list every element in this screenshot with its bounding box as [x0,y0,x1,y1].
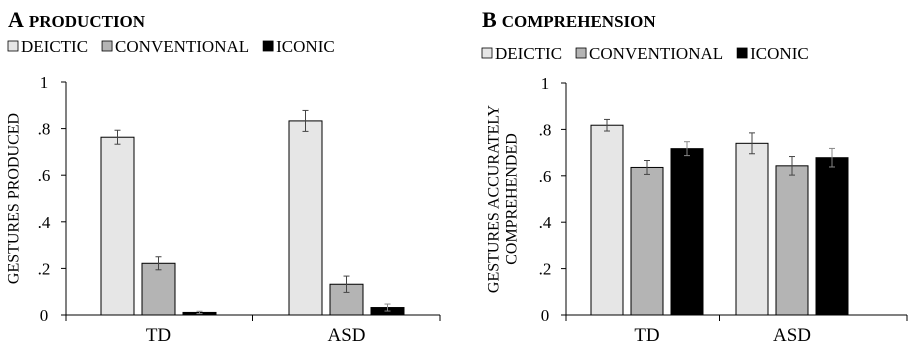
legend-label-iconic: ICONIC [276,37,335,56]
bar-conventional-td [630,166,664,316]
bar-conventional-asd [775,165,809,316]
panel-comprehension: B COMPREHENSION DEICTIC CONVENTIONAL ICONIC 0… [481,7,908,346]
legend-swatch-iconic [262,40,274,52]
bar-deictic-td [590,124,624,316]
y-tick-label: .2 [38,259,51,278]
legend-label-deictic: DEICTIC [495,44,562,63]
panel-title: A PRODUCTION [8,7,146,32]
y-tick-label: .4 [539,213,552,232]
y-tick-label: .8 [38,120,51,139]
legend-label-conventional: CONVENTIONAL [589,44,723,63]
x-category-label: TD [146,325,171,346]
bar-deictic-asd [288,120,323,316]
panel-letter: B [482,7,497,32]
bar-deictic-td [100,136,135,316]
panel-title-text: COMPREHENSION [502,12,657,31]
y-tick-label: .4 [38,213,51,232]
panel-letter: A [8,7,24,32]
x-category-label: TD [634,325,659,346]
panel-title: B COMPREHENSION [482,7,656,32]
y-tick-label: 0 [541,306,550,325]
y-tick-label: .8 [539,120,552,139]
legend-swatch-conventional [101,40,113,52]
legend-label-deictic: DEICTIC [21,37,88,56]
bar-iconic-td [670,148,704,316]
legend-label-conventional: CONVENTIONAL [115,37,249,56]
y-tick-label: 1 [541,74,550,93]
legend-label-iconic: ICONIC [750,44,809,63]
x-category-label: ASD [773,325,811,346]
legend-swatch-iconic [736,47,748,59]
bar-deictic-asd [735,142,769,316]
bar-iconic-asd [815,157,849,316]
legend-swatch-deictic [7,40,19,52]
x-category-label: ASD [327,325,365,346]
legend-swatch-deictic [481,47,493,59]
y-tick-label: .6 [539,167,552,186]
panel-production: A PRODUCTION DEICTIC CONVENTIONAL ICONIC 0 .2.… [6,7,441,346]
panel-title-text: PRODUCTION [29,12,146,31]
bar-conventional-td [141,262,176,316]
y-axis-label: COMPREHENDED [504,133,521,265]
bar-conventional-asd [329,283,364,316]
y-tick-label: .2 [539,260,552,279]
y-tick-label: 1 [40,73,49,92]
y-axis-label: GESTURES PRODUCED [6,113,23,284]
y-axis-label: GESTURES ACCURATELY [486,104,503,293]
legend-swatch-conventional [575,47,587,59]
y-tick-label: 0 [40,306,49,325]
y-tick-label: .6 [38,166,51,185]
